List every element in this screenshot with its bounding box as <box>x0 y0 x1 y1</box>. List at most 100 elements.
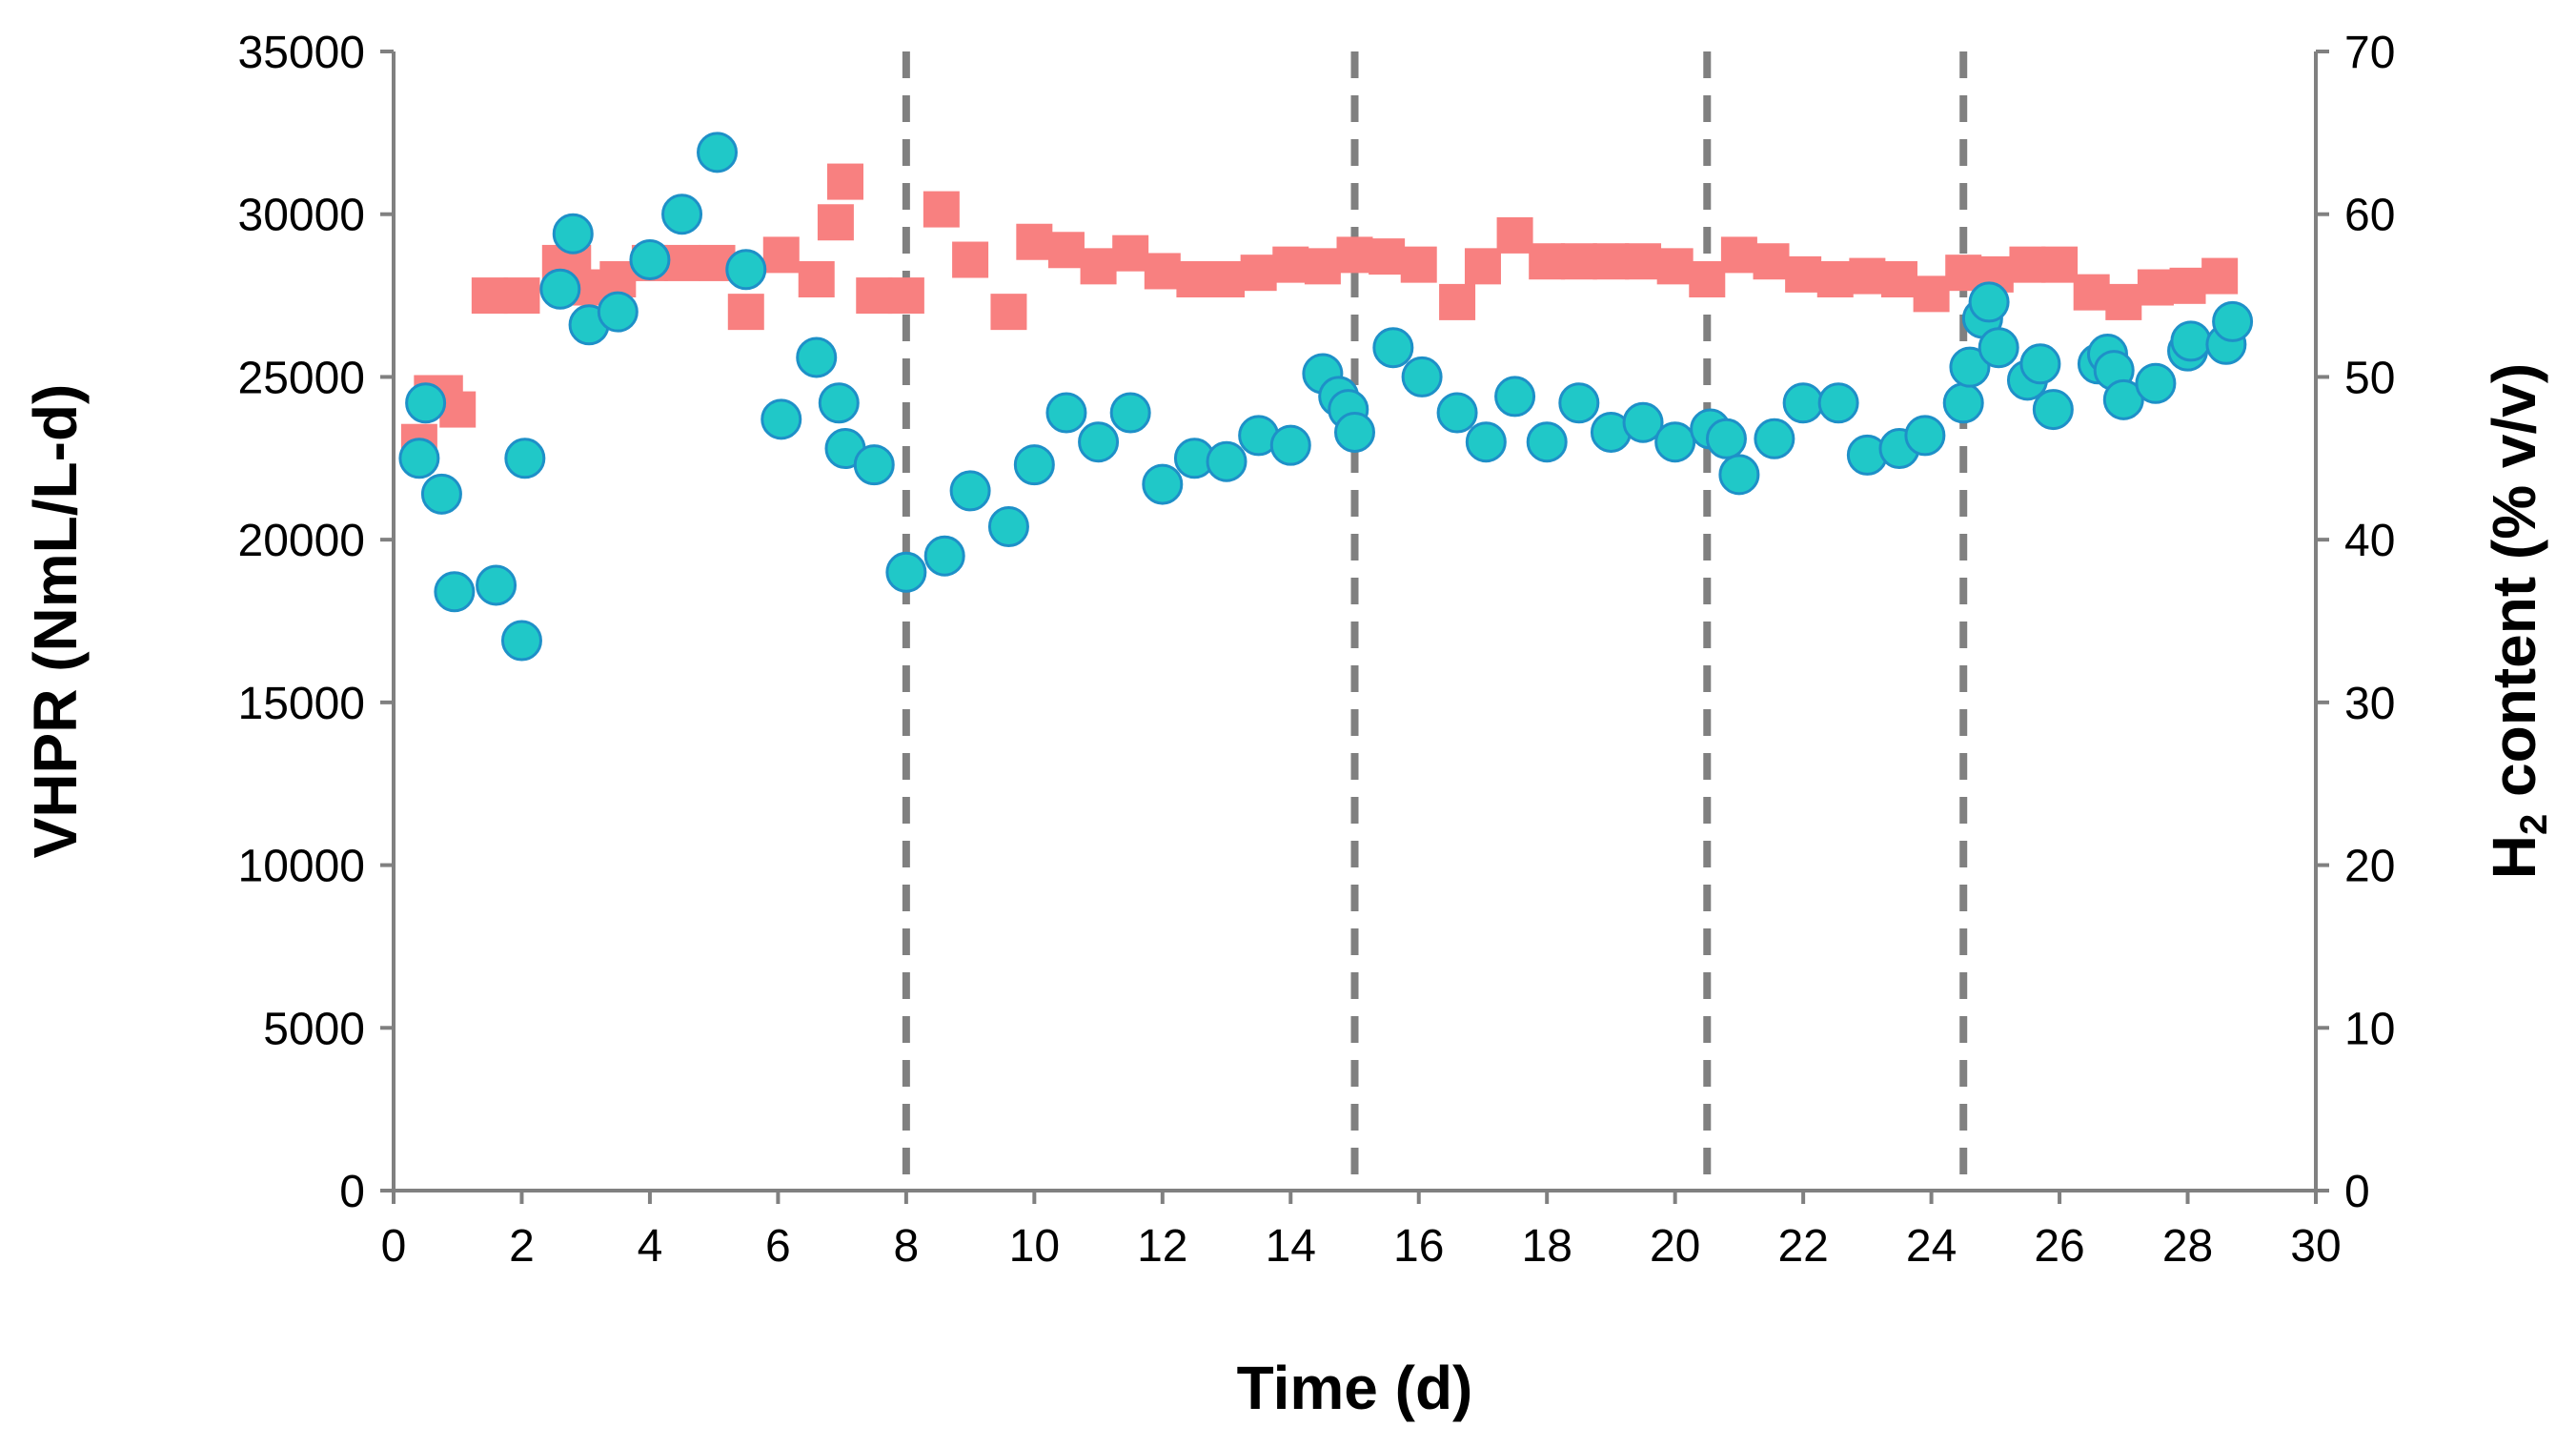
vhpr-point <box>2032 389 2074 431</box>
left-y-tick-label: 20000 <box>238 516 365 566</box>
x-tick-label: 8 <box>894 1221 920 1272</box>
h2-content-point <box>1945 255 1982 292</box>
vhpr-point <box>1817 382 1859 424</box>
h2-content-point <box>1913 275 1950 313</box>
h2-content-point <box>1400 246 1437 283</box>
vhpr-point <box>1904 415 1946 457</box>
vhpr-point <box>420 473 462 515</box>
h2-content-point <box>1144 253 1181 290</box>
x-axis-title: Time (d) <box>1237 1354 1473 1422</box>
vhpr-point <box>1754 418 1795 459</box>
left-y-axis-title: VHPR (NmL/L-d) <box>21 384 90 859</box>
left-y-axis-ticks: 0 5000 10000 15000 20000 25000 30000 35000 <box>238 28 394 1217</box>
vhpr-point <box>500 620 542 662</box>
vhpr-point <box>853 444 895 486</box>
h2-content-point <box>1880 261 1917 297</box>
vhpr-point <box>885 551 927 593</box>
right-y-tick-label: 20 <box>2344 842 2395 892</box>
x-tick-label: 12 <box>1137 1221 1187 1272</box>
h2-content-point <box>1753 243 1790 280</box>
x-tick-label: 30 <box>2290 1221 2341 1272</box>
x-tick-label: 16 <box>1393 1221 1444 1272</box>
vhpr-point <box>1045 392 1087 434</box>
x-tick-label: 6 <box>765 1221 791 1272</box>
h2-content-point <box>1816 261 1854 297</box>
h2-content-point <box>762 236 800 274</box>
vhpr-point <box>987 505 1029 547</box>
right-y-tick-label: 60 <box>2344 191 2395 241</box>
vhpr-point <box>1782 382 1824 424</box>
vhpr-point <box>1942 382 1984 424</box>
vhpr-point <box>398 438 440 479</box>
h2-content-point <box>887 277 924 315</box>
vhpr-point <box>2212 300 2254 342</box>
h2-content-point <box>1785 255 1822 293</box>
h2-content-point <box>1047 232 1085 269</box>
x-tick-label: 10 <box>1009 1221 1060 1272</box>
vhpr-point <box>1206 440 1247 482</box>
vhpr-point <box>1401 356 1443 397</box>
right-y-tick-label: 70 <box>2344 28 2395 78</box>
vhpr-point <box>1978 327 2019 369</box>
left-y-tick-label: 30000 <box>238 191 365 241</box>
x-tick-label: 20 <box>1650 1221 1700 1272</box>
right-y-tick-label: 50 <box>2344 353 2395 403</box>
left-y-tick-label: 35000 <box>238 28 365 78</box>
right-y-tick-label: 0 <box>2344 1167 2370 1217</box>
vhpr-point <box>1465 421 1507 463</box>
h2-content-point <box>2041 246 2079 283</box>
h2-content-series <box>400 163 2239 460</box>
h2-content-point <box>1849 257 1886 295</box>
h2-content-point <box>798 261 835 297</box>
h2-content-point <box>1369 238 1406 275</box>
x-tick-label: 26 <box>2034 1221 2084 1272</box>
h2-content-point <box>1464 248 1501 285</box>
vhpr-point <box>818 382 860 424</box>
vhpr-point <box>539 268 581 310</box>
vhpr-series <box>398 132 2254 662</box>
h2-content-point <box>817 204 854 241</box>
h2-content-point <box>439 391 477 428</box>
h2-content-point <box>2137 269 2174 306</box>
x-tick-label: 2 <box>509 1221 535 1272</box>
h2-content-point <box>1529 243 1566 280</box>
h2-content-point <box>1080 248 1117 285</box>
h2-content-point <box>1272 246 1309 283</box>
h2-content-point <box>2201 257 2239 295</box>
vhpr-point <box>1078 421 1120 463</box>
x-tick-label: 18 <box>1522 1221 1572 1272</box>
h2-content-point <box>2073 274 2110 311</box>
h2-content-point <box>2105 283 2142 320</box>
h2-content-point <box>503 277 540 315</box>
h2-content-point <box>1560 243 1597 280</box>
vhpr-point <box>1705 418 1747 459</box>
vhpr-point <box>1718 454 1760 496</box>
axes: 0 2 4 6 8 10 12 14 16 18 20 22 24 26 28 30 050001000015… <box>238 28 2396 1272</box>
vhpr-point <box>796 336 838 378</box>
right-y-axis-title: H2 content (% v/v) <box>2480 363 2555 879</box>
vhpr-point <box>949 470 991 512</box>
vhpr-point <box>1436 392 1478 434</box>
vhpr-point <box>1622 401 1664 443</box>
right-y-axis-title-subscript: 2 <box>2513 814 2555 835</box>
phase-divider-lines <box>902 51 1968 1191</box>
x-tick-label: 22 <box>1777 1221 1828 1272</box>
h2-content-point <box>1240 255 1277 292</box>
vhpr-point <box>434 571 476 613</box>
vhpr-point <box>1526 421 1568 463</box>
h2-content-point <box>1625 243 1662 280</box>
left-y-tick-label: 25000 <box>238 353 365 403</box>
vhpr-point <box>629 239 671 281</box>
right-y-tick-label: 30 <box>2344 679 2395 729</box>
h2-content-point <box>2009 246 2046 283</box>
h2-content-point <box>1016 223 1053 260</box>
h2-content-point <box>727 294 764 331</box>
vhpr-point <box>661 194 703 235</box>
right-y-axis-ticks: 0 10 20 30 40 50 60 70 <box>2316 28 2395 1217</box>
h2-content-point <box>1496 216 1533 254</box>
h2-content-point <box>1720 236 1757 274</box>
x-axis-ticks: 0 2 4 6 8 10 12 14 16 18 20 22 24 26 28 30 <box>381 1191 2342 1272</box>
vhpr-point <box>1334 411 1375 453</box>
left-y-tick-label: 5000 <box>263 1004 365 1054</box>
vhpr-point <box>2102 378 2144 420</box>
